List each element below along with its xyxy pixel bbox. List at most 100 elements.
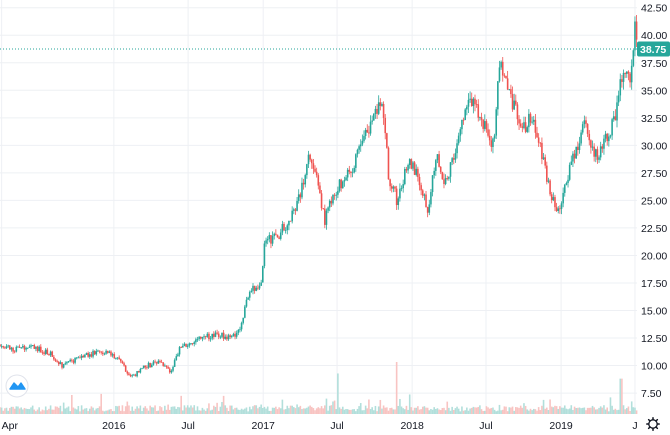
candle-body [557, 208, 560, 211]
volume-bar [46, 410, 49, 414]
candle-body [500, 61, 502, 68]
volume-bar [621, 378, 623, 414]
candle-body [44, 349, 47, 354]
candle-body [283, 224, 285, 231]
y-tick-label: 17.50 [641, 278, 667, 290]
volume-bar [606, 407, 609, 414]
volume-bar [521, 407, 524, 414]
candle-body [470, 98, 473, 107]
candle-body [466, 106, 468, 110]
volume-bar [554, 405, 556, 414]
candle-body [324, 208, 326, 225]
x-tick-label: Apr [2, 420, 19, 432]
volume-bars [0, 362, 638, 414]
time-axis[interactable]: Apr 2016 Jul 2017 Jul 2018 Jul 2019 J [2, 420, 638, 432]
candle-body [299, 194, 302, 198]
candle-body [617, 95, 620, 103]
tradingview-logo[interactable] [5, 374, 29, 398]
volume-bar [337, 373, 339, 414]
volume-bar [64, 408, 67, 414]
candle-body [111, 354, 114, 356]
volume-bar [351, 409, 354, 414]
candle-body [271, 236, 274, 244]
volume-bar [92, 407, 94, 414]
volume-bar [572, 409, 574, 414]
candle-body [348, 169, 351, 172]
candle-body [286, 225, 289, 231]
volume-bar [44, 406, 47, 414]
volume-bar [232, 409, 235, 414]
candle-body [35, 346, 37, 349]
volume-bar [315, 408, 318, 414]
volume-bar [616, 410, 618, 414]
last-price-badge: 38.75 [637, 41, 670, 57]
candle-body [508, 89, 511, 90]
y-tick-label: 7.50 [641, 388, 662, 400]
candle-body [550, 194, 553, 201]
candle-body [578, 143, 581, 150]
volume-bar [275, 406, 277, 414]
candle-body [361, 140, 364, 145]
candle-body [255, 287, 258, 291]
candle-body [369, 121, 372, 134]
candle-body [41, 352, 44, 354]
volume-bar [309, 405, 311, 414]
volume-bar [314, 410, 316, 414]
candle-body [459, 129, 462, 136]
volume-bar [415, 407, 418, 414]
candle-body [516, 104, 519, 120]
volume-bar [23, 407, 26, 414]
candle-body [36, 346, 39, 352]
volume-bar [341, 406, 344, 414]
volume-bar [129, 410, 132, 414]
volume-bar [466, 407, 468, 414]
candle-body [146, 367, 148, 369]
price-axis[interactable]: 7.50 10.00 12.50 15.00 17.50 20.00 22.50 25.00 2… [641, 3, 667, 400]
volume-bar [284, 409, 287, 414]
candle-body [451, 158, 453, 163]
volume-bar [404, 409, 406, 414]
candle-body [258, 285, 261, 289]
candle-body [328, 200, 331, 208]
volume-bar [363, 410, 365, 414]
candle-body [581, 124, 584, 133]
candle-body [276, 234, 279, 238]
volume-bar [128, 405, 130, 414]
volume-bar [33, 409, 36, 414]
candle-body [289, 220, 292, 222]
candle-body [425, 194, 427, 208]
candle-body [355, 154, 357, 168]
volume-bar [586, 407, 589, 414]
volume-bar [372, 410, 375, 414]
volume-bar [121, 405, 124, 414]
volume-bar [573, 406, 576, 414]
volume-bar [160, 407, 163, 414]
candle-body [175, 356, 178, 361]
volume-bar [387, 410, 390, 414]
candle-body [54, 359, 57, 361]
candle-body [294, 209, 297, 211]
volume-bar [123, 411, 125, 414]
settings-gear-icon[interactable] [646, 417, 660, 431]
candle-body [534, 119, 537, 133]
volume-bar [585, 410, 587, 414]
candle-body [141, 368, 143, 370]
volume-bar [485, 406, 488, 414]
candle-body [467, 99, 470, 107]
candle-body [483, 121, 486, 129]
volume-bar [629, 411, 631, 414]
candle-body [541, 142, 543, 160]
candle-body [493, 135, 496, 139]
volume-bar [102, 410, 104, 414]
candle-body [232, 333, 235, 337]
y-tick-label: 40.00 [641, 30, 667, 42]
volume-bar [454, 408, 457, 414]
volume-bar [382, 405, 385, 414]
volume-bar [62, 402, 65, 414]
volume-bar [470, 407, 473, 414]
volume-bar [244, 408, 246, 414]
candle-body [190, 343, 192, 344]
volume-bar [110, 409, 112, 414]
candle-body [363, 135, 365, 141]
